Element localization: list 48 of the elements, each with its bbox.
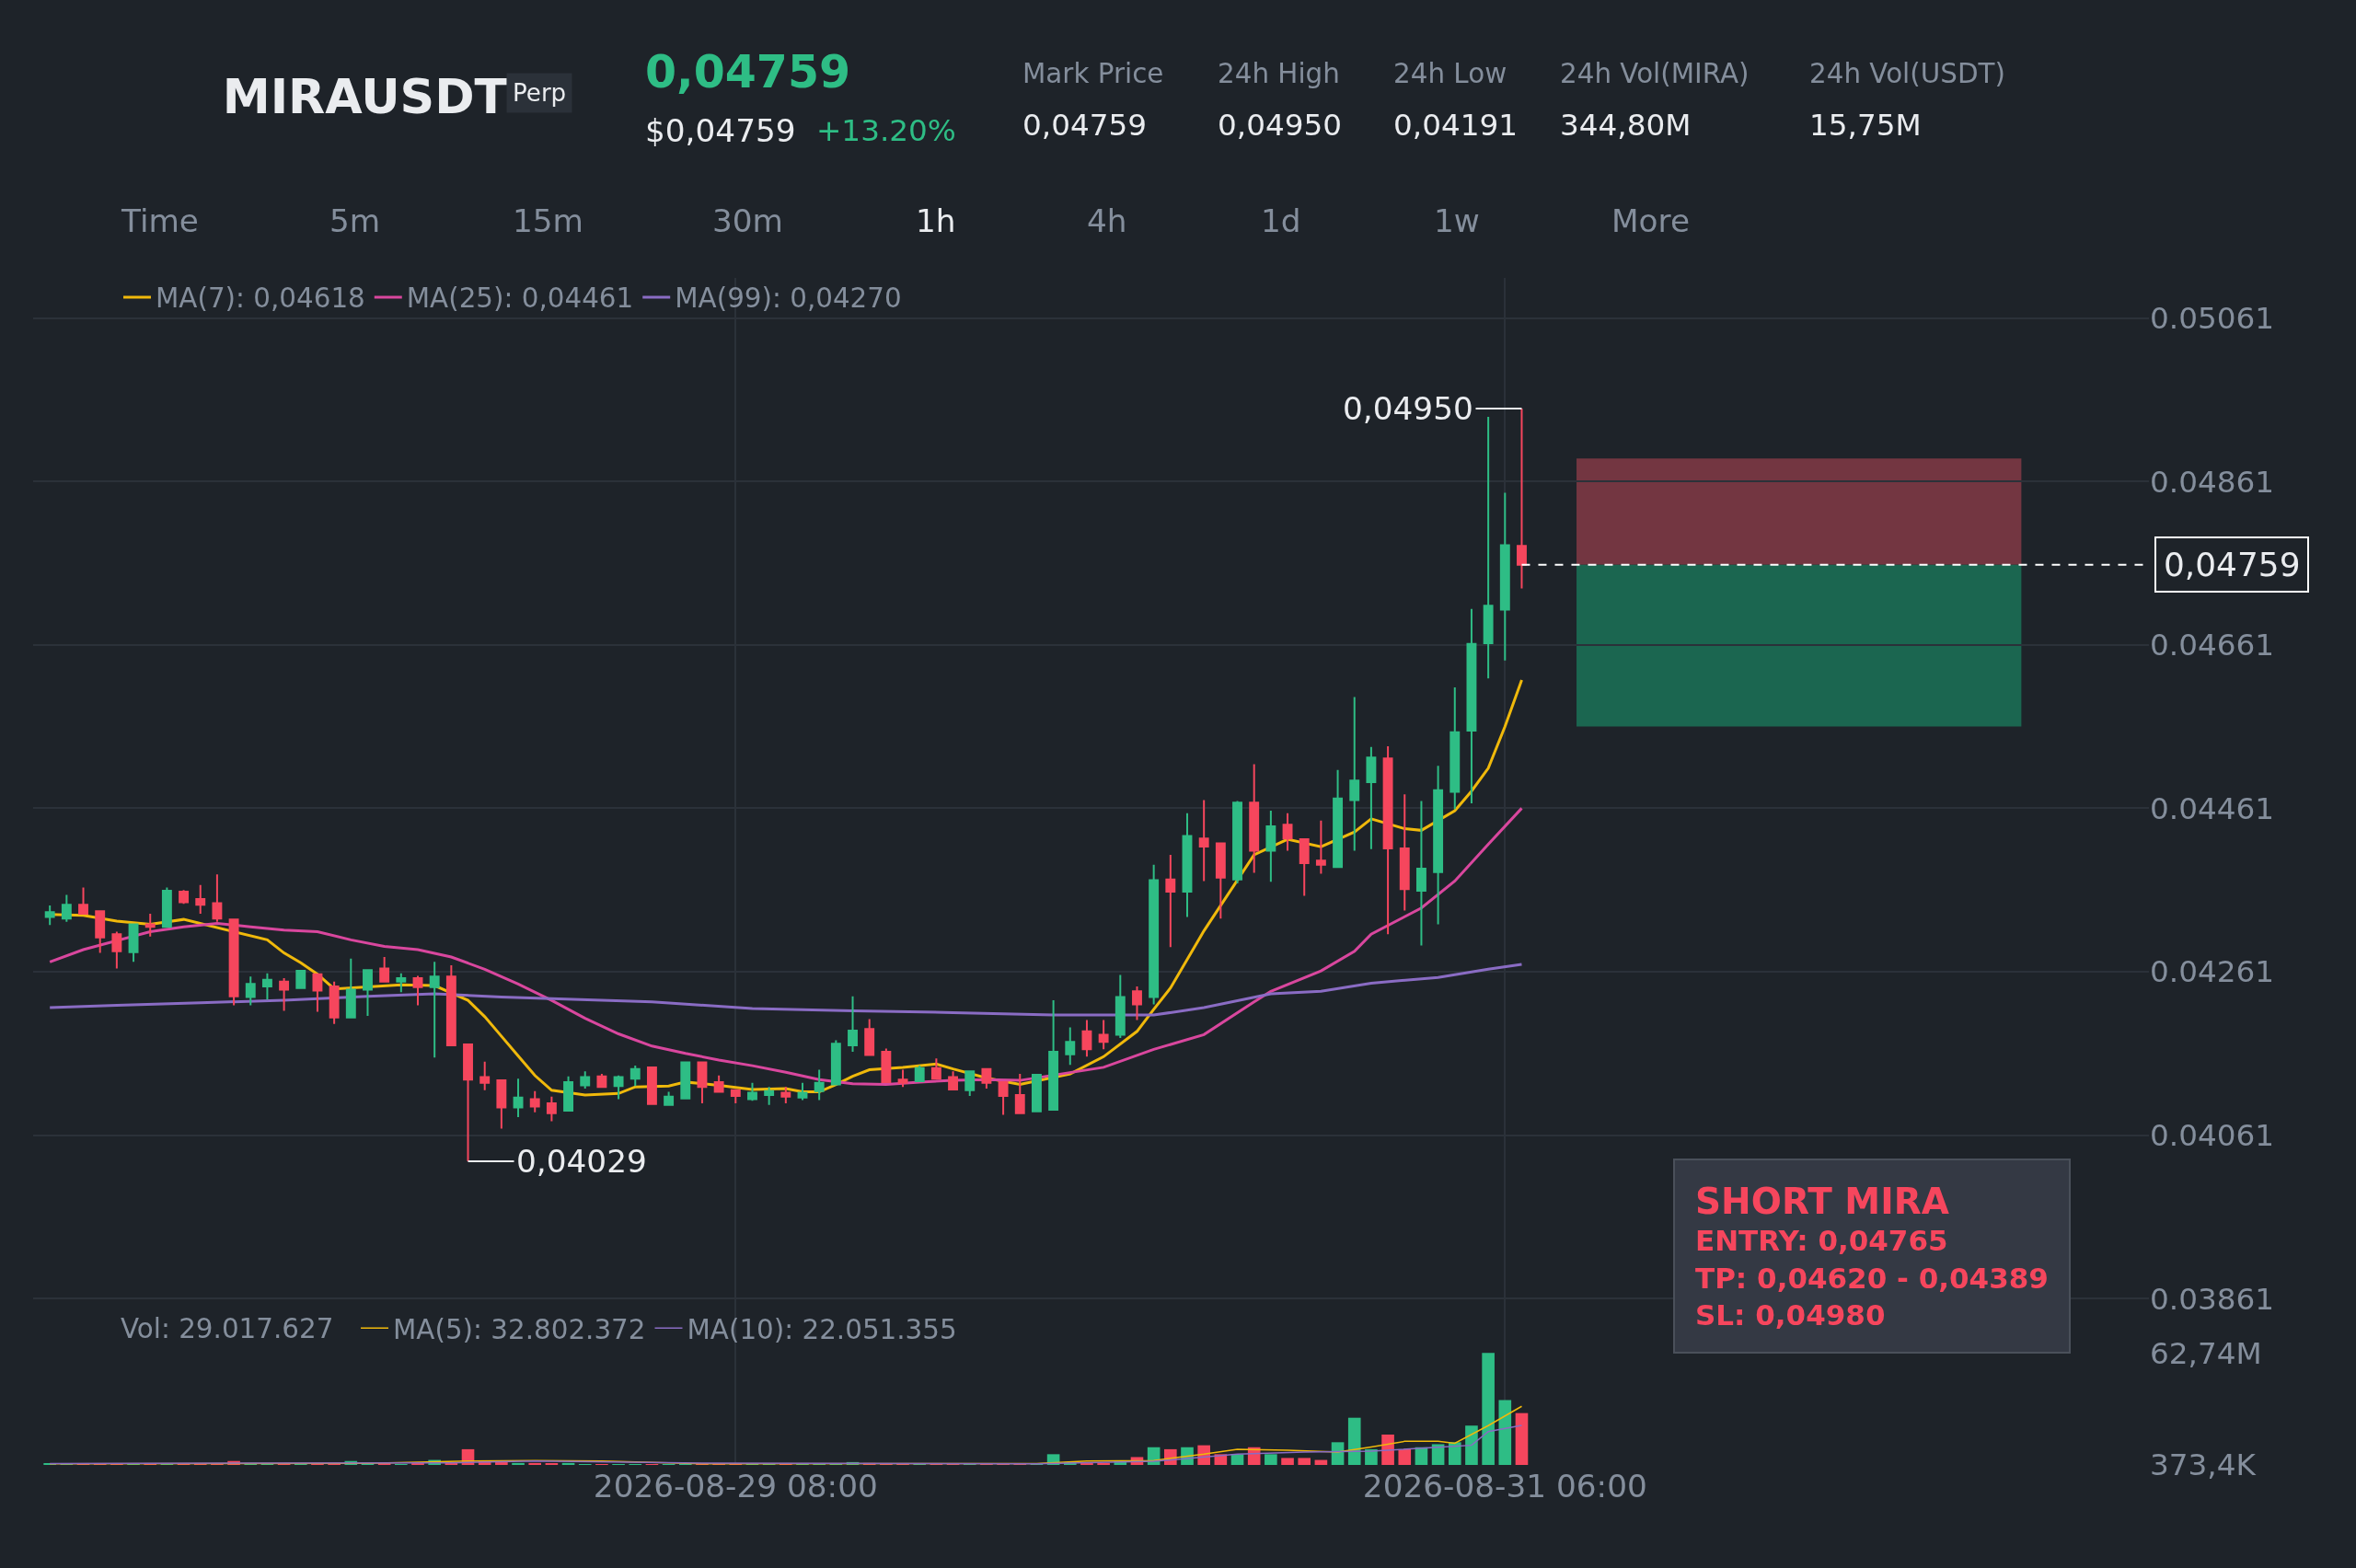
ref-line-label: 0,04759 [2164,546,2301,583]
y-tick-label: 0.04461 [2150,790,2275,826]
text: Mark Price [1022,58,1164,89]
y-tick-label: 0.05061 [2150,300,2275,336]
text: Time [121,202,199,239]
legend-label: MA(99): 0,04270 [675,282,902,315]
text: More [1611,202,1690,239]
text: $0,04759 [645,112,796,149]
annotation: SHORT MIRA [1695,1181,1949,1222]
text: 24h High [1218,58,1340,89]
annotation: ENTRY: 0,04765 [1695,1224,1948,1258]
text: 24h Vol(MIRA) [1560,58,1750,89]
annotation: 0,04950 [1343,390,1473,427]
annotation: TP: 0,04620 - 0,04389 [1695,1261,2049,1295]
y-tick-label: 0.04661 [2150,628,2275,663]
text: 1w [1434,202,1480,239]
legend-label: MA(7): 0,04618 [156,282,365,315]
text: 1d [1261,202,1301,239]
text: 0,04950 [1218,108,1343,143]
text: 30m [712,202,784,239]
text: +13.20% [816,113,956,148]
annotation: Vol: 29.017.627 [121,1313,334,1344]
text: 24h Vol(USDT) [1809,58,2005,89]
text: 0,04759 [1022,108,1148,143]
text: 15,75M [1809,108,1922,143]
legend-label: MA(5): 32.802.372 [393,1313,646,1345]
text: 344,80M [1560,108,1692,143]
annotation: SL: 0,04980 [1695,1298,1886,1332]
text: 5m [329,202,381,239]
chart-title: MIRAUSDT [222,67,508,124]
legend-label: MA(10): 22.051.355 [687,1313,957,1345]
x-tick-label: 2026-08-29 08:00 [593,1468,878,1505]
text: 0,04191 [1393,108,1519,143]
text: 0,04759 [645,46,851,98]
legend-label: MA(25): 0,04461 [406,282,634,315]
y-tick-label: 0.04861 [2150,464,2275,500]
y-tick-label: 0.04261 [2150,954,2275,990]
text: 4h [1087,202,1127,239]
text: 24h Low [1393,58,1507,89]
annotation: 0,04029 [516,1143,647,1180]
text: 15m [513,202,584,239]
y-tick-label: 62,74M [2150,1335,2262,1371]
x-tick-label: 2026-08-31 06:00 [1362,1468,1647,1505]
text: Perp [513,79,567,107]
text: 1h [916,202,956,239]
y-tick-label: 0.03861 [2150,1281,2275,1317]
y-tick-label: 373,4K [2150,1447,2258,1482]
y-tick-label: 0.04061 [2150,1118,2275,1154]
